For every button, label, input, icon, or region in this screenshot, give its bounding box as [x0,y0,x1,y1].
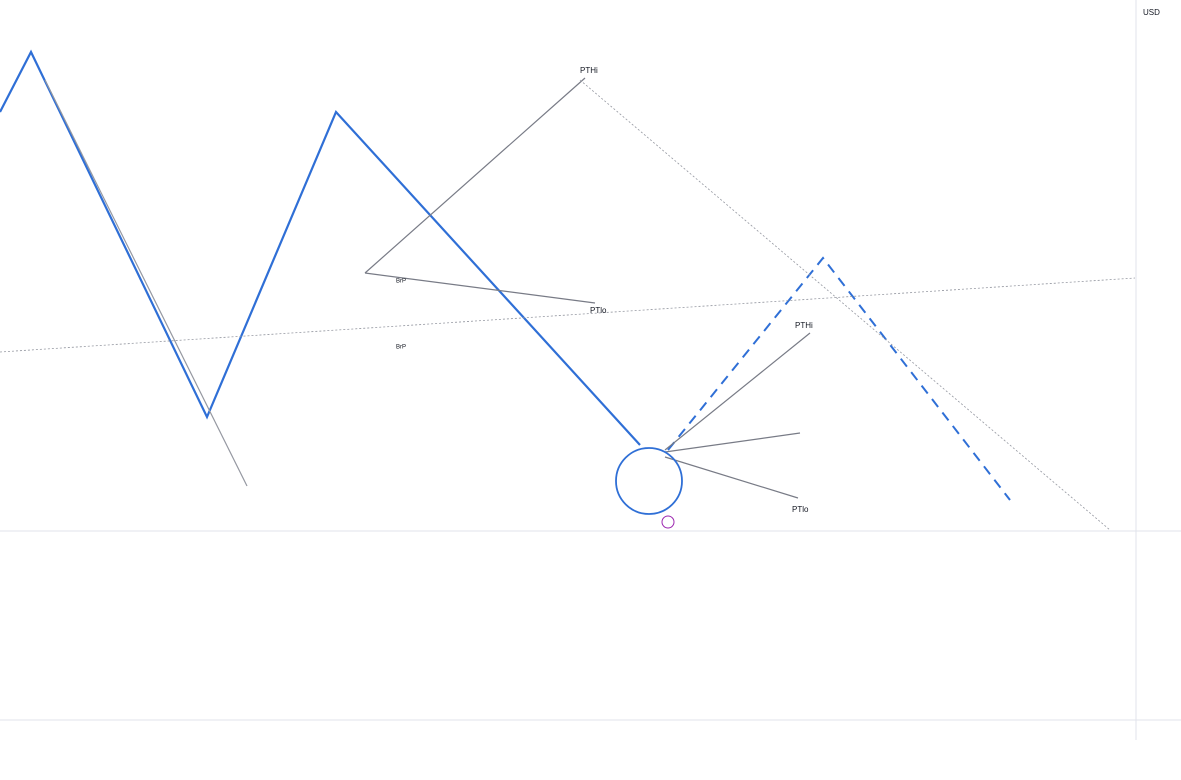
annotation: BrP [396,279,406,285]
highlight-circle [615,447,683,515]
currency: USD [1143,8,1160,17]
annotation: PTlo [792,505,809,514]
trend-line [664,432,801,453]
event-icon[interactable] [661,515,675,529]
trend-line [579,79,1111,531]
projection [667,256,1011,501]
trend-line [44,79,248,487]
annotation: BrP [396,345,406,351]
annotation: PTHi [580,66,598,75]
trend-line [0,277,1136,353]
drawings [0,49,1136,531]
trend-line [364,77,586,274]
trend-line [664,456,799,499]
annotation: PTHi [795,321,813,330]
zigzag [0,49,641,446]
trend-line [664,332,811,451]
trend-line [364,272,596,304]
annotation: PTlo [590,306,607,315]
